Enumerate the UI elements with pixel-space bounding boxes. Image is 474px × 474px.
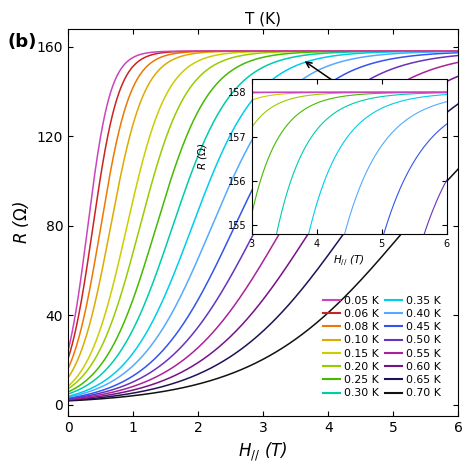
Y-axis label: $R$ ($\Omega$): $R$ ($\Omega$) (11, 201, 31, 244)
Legend: 0.05 K, 0.06 K, 0.08 K, 0.10 K, 0.15 K, 0.20 K, 0.25 K, 0.30 K, 0.35 K, 0.40 K, : 0.05 K, 0.06 K, 0.08 K, 0.10 K, 0.15 K, … (319, 292, 445, 403)
Title: T (K): T (K) (245, 11, 281, 26)
Text: (b): (b) (8, 33, 37, 51)
X-axis label: $H_{//}$ (T): $H_{//}$ (T) (238, 440, 288, 463)
